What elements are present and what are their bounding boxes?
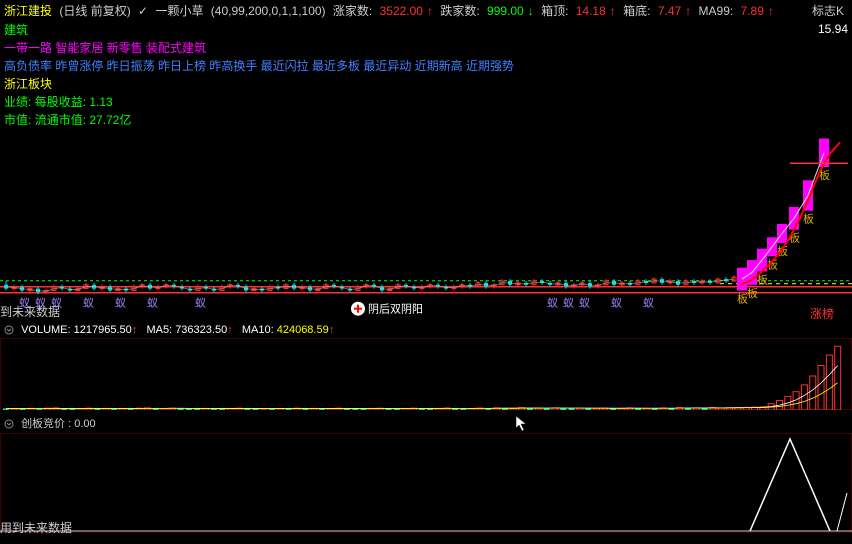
ma5-label: MA5: [146, 324, 172, 336]
kline-chart[interactable]: 板板板板板板板板蚁蚁蚁蚁蚁蚁蚁蚁蚁蚁蚁蚁阴后双阴阳 到未来数据 涨榜 [0, 129, 852, 322]
right-tag: 涨榜 [810, 305, 834, 322]
down-count-value: 999.00 [487, 4, 524, 18]
future-data-note: 到未来数据 [0, 303, 60, 320]
stock-name[interactable]: 浙江建投 [4, 4, 52, 18]
check-icon[interactable]: ✓ [138, 4, 148, 18]
bottom-chart[interactable]: 用到未来数据 [0, 433, 852, 536]
svg-text:蚁: 蚁 [195, 297, 206, 310]
box-bot-value: 7.47 [658, 4, 681, 18]
tag-signals: 高负债率 昨曾涨停 昨日振荡 昨日上榜 昨高换手 最近闪拉 最近多板 最近异动 … [4, 57, 848, 75]
up-count-value: 3522.00 [380, 4, 423, 18]
down-count-label: 跌家数: [440, 4, 479, 18]
volume-header: VOLUME: 1217965.50↑ MA5: 736323.50↑ MA10… [0, 322, 852, 338]
tag-industry: 建筑 [4, 21, 848, 39]
float-value: 27.72亿 [89, 113, 131, 127]
ma5-value: 736323.50 [175, 324, 227, 336]
svg-text:阴后双阴阳: 阴后双阴阳 [368, 303, 423, 316]
sector-label: 浙江板块 [4, 75, 848, 93]
mark-label: 标志K [812, 2, 844, 19]
bottom-header: 创板竞价 : 0.00 [0, 413, 852, 433]
ma99-value: 7.89 [741, 4, 764, 18]
chevron-down-icon[interactable] [4, 325, 14, 335]
chart-header: 浙江建投 (日线 前复权) ✓ 一颗小草 (40,99,200,0,1,1,10… [0, 0, 852, 21]
box-bot-label: 箱底: [623, 4, 650, 18]
period-label: (日线 前复权) [59, 4, 130, 18]
float-label: 流通市值: [35, 113, 86, 127]
box-top-label: 箱顶: [541, 4, 568, 18]
mcap-label: 市值: [4, 113, 31, 127]
svg-text:板: 板 [777, 244, 788, 258]
svg-text:蚁: 蚁 [83, 297, 94, 310]
svg-text:蚁: 蚁 [147, 297, 158, 310]
svg-text:蚁: 蚁 [611, 297, 622, 310]
svg-text:蚁: 蚁 [563, 297, 574, 310]
tag-concepts: 一带一路 智能家居 新零售 装配式建筑 [4, 39, 848, 57]
bottom-value: : 0.00 [68, 418, 96, 430]
vol-label: VOLUME: [21, 324, 71, 336]
up-count-label: 涨家数: [333, 4, 372, 18]
info-block: 建筑 一带一路 智能家居 新零售 装配式建筑 高负债率 昨曾涨停 昨日振荡 昨日… [0, 21, 852, 129]
ma99-label: MA99: [699, 4, 734, 18]
indicator-params: (40,99,200,0,1,1,100) [211, 4, 326, 18]
volume-chart[interactable] [0, 338, 852, 413]
perf-label: 业绩: [4, 95, 31, 109]
price-high-label: 15.94 [818, 22, 848, 36]
svg-text:板: 板 [803, 212, 814, 226]
eps-value: 1.13 [89, 95, 112, 109]
indicator-name: 一颗小草 [155, 4, 203, 18]
svg-text:蚁: 蚁 [547, 297, 558, 310]
eps-label: 每股收益: [35, 95, 86, 109]
svg-text:蚁: 蚁 [579, 297, 590, 310]
chevron-down-icon[interactable] [4, 419, 14, 429]
vol-value: 1217965.50 [74, 324, 132, 336]
future-data-note-2: 用到未来数据 [0, 519, 72, 536]
ma10-value: 424068.59 [277, 324, 329, 336]
bottom-label: 创板竞价 [21, 418, 65, 430]
svg-text:板: 板 [747, 286, 758, 300]
svg-text:蚁: 蚁 [115, 297, 126, 310]
ma10-label: MA10: [242, 324, 274, 336]
box-top-value: 14.18 [576, 4, 606, 18]
svg-text:蚁: 蚁 [643, 297, 654, 310]
